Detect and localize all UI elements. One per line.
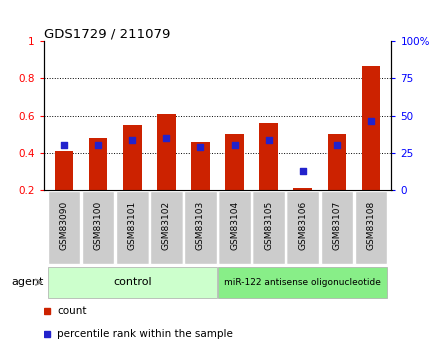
FancyBboxPatch shape <box>150 191 182 264</box>
Bar <box>361 66 380 190</box>
Text: GSM83105: GSM83105 <box>263 201 273 250</box>
Text: miR-122 antisense oligonucleotide: miR-122 antisense oligonucleotide <box>224 278 380 287</box>
Text: percentile rank within the sample: percentile rank within the sample <box>57 329 233 339</box>
Bar <box>157 114 175 190</box>
Bar <box>54 151 73 190</box>
Point <box>60 142 67 148</box>
Point <box>299 168 306 174</box>
FancyBboxPatch shape <box>184 191 216 264</box>
Bar <box>225 134 243 190</box>
Point <box>197 144 204 150</box>
Point <box>333 142 340 148</box>
Bar <box>122 125 141 190</box>
Bar <box>327 134 345 190</box>
FancyBboxPatch shape <box>354 191 387 264</box>
Bar <box>89 138 107 190</box>
Text: GSM83102: GSM83102 <box>161 201 171 250</box>
Text: agent: agent <box>12 277 44 287</box>
Point <box>265 137 272 142</box>
FancyBboxPatch shape <box>320 191 352 264</box>
Point <box>128 137 135 142</box>
FancyBboxPatch shape <box>47 267 216 298</box>
Point <box>367 118 374 124</box>
Text: GDS1729 / 211079: GDS1729 / 211079 <box>43 27 170 40</box>
Bar <box>259 123 277 190</box>
FancyBboxPatch shape <box>218 191 250 264</box>
FancyBboxPatch shape <box>218 267 387 298</box>
Text: count: count <box>57 306 87 316</box>
Text: GSM83101: GSM83101 <box>128 201 136 250</box>
FancyBboxPatch shape <box>82 191 114 264</box>
Text: control: control <box>113 277 151 287</box>
Point <box>230 142 237 148</box>
FancyBboxPatch shape <box>286 191 319 264</box>
Text: GSM83100: GSM83100 <box>93 201 102 250</box>
Text: GSM83108: GSM83108 <box>366 201 375 250</box>
FancyBboxPatch shape <box>252 191 284 264</box>
Text: GSM83103: GSM83103 <box>195 201 204 250</box>
FancyBboxPatch shape <box>115 191 148 264</box>
FancyBboxPatch shape <box>47 191 80 264</box>
Text: GSM83107: GSM83107 <box>332 201 341 250</box>
Text: GSM83104: GSM83104 <box>230 201 239 250</box>
Point <box>162 135 169 141</box>
Text: GSM83106: GSM83106 <box>298 201 306 250</box>
Text: GSM83090: GSM83090 <box>59 201 68 250</box>
Bar <box>191 141 209 190</box>
Point <box>94 142 101 148</box>
Bar <box>293 188 312 190</box>
